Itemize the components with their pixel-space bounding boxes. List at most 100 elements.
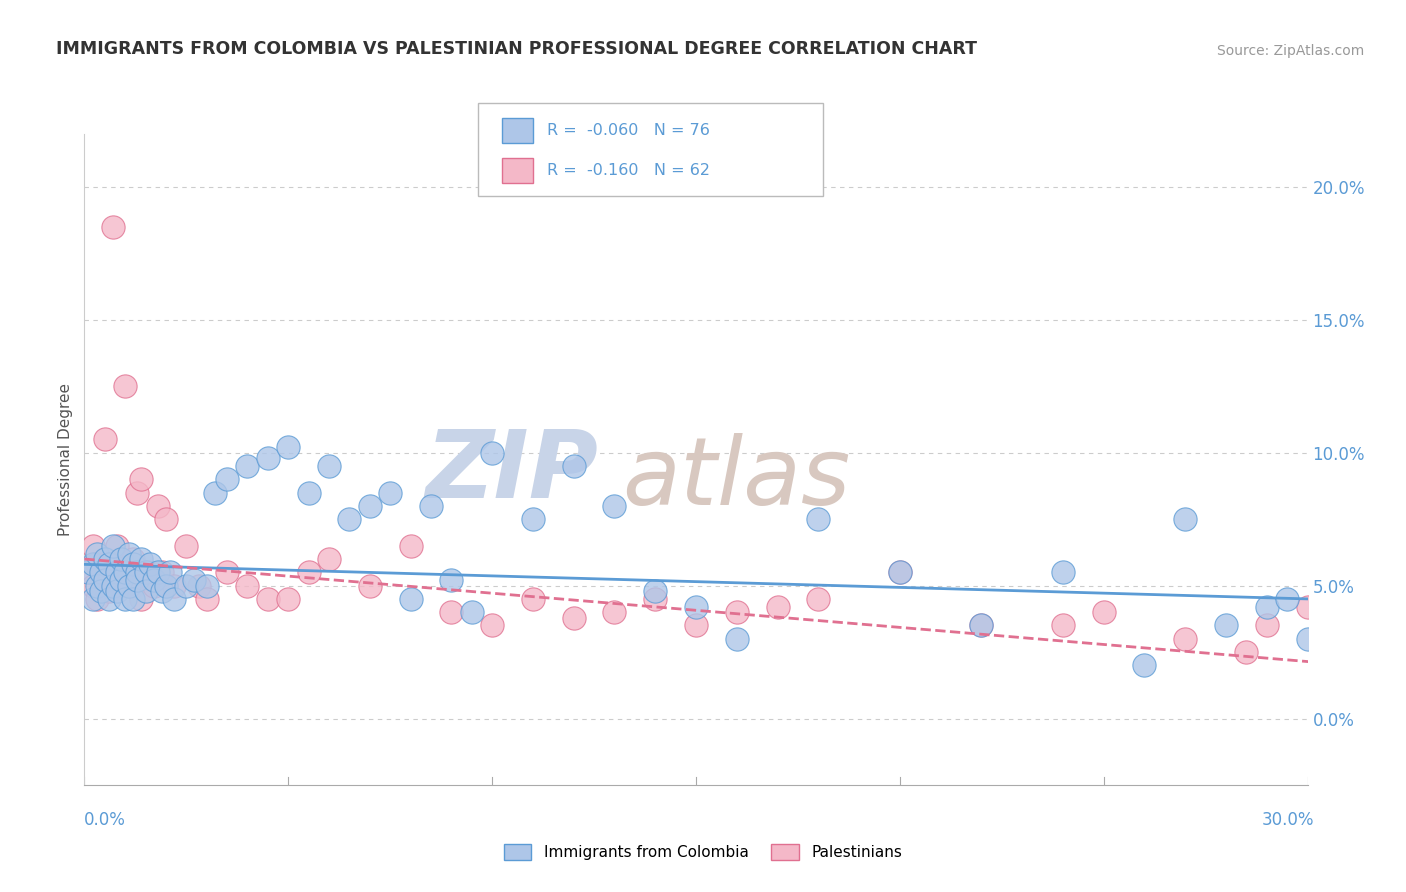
Point [807, 512, 830, 526]
Point [195, 591, 218, 606]
Point [1174, 632, 1197, 646]
Point [135, 583, 157, 598]
Point [114, 591, 136, 606]
Point [1378, 632, 1400, 646]
Point [105, 583, 128, 598]
Point [277, 441, 299, 455]
Point [110, 574, 132, 588]
Point [105, 539, 128, 553]
Point [127, 566, 149, 580]
Text: atlas: atlas [623, 434, 851, 524]
Point [725, 632, 748, 646]
Point [1358, 658, 1381, 673]
Point [217, 566, 239, 580]
Text: 30.0%: 30.0% [1263, 811, 1315, 829]
Point [97, 583, 120, 598]
Point [174, 579, 197, 593]
Point [163, 591, 186, 606]
Point [440, 574, 463, 588]
Point [122, 552, 145, 566]
Point [1256, 618, 1278, 632]
Point [142, 574, 165, 588]
Point [138, 558, 160, 572]
Point [603, 499, 626, 513]
Point [90, 566, 112, 580]
Point [86, 579, 108, 593]
Point [183, 574, 205, 588]
Point [970, 618, 993, 632]
Point [236, 579, 259, 593]
Legend: Immigrants from Colombia, Palestinians: Immigrants from Colombia, Palestinians [498, 838, 908, 866]
Text: Source: ZipAtlas.com: Source: ZipAtlas.com [1216, 44, 1364, 58]
Point [114, 379, 136, 393]
Point [150, 566, 173, 580]
Point [155, 579, 177, 593]
Point [1296, 599, 1319, 614]
Point [807, 591, 830, 606]
Point [127, 574, 149, 588]
Point [105, 566, 128, 580]
Point [163, 579, 186, 593]
Point [339, 512, 361, 526]
Point [135, 566, 157, 580]
Point [174, 539, 197, 553]
Point [122, 558, 145, 572]
Point [1052, 618, 1074, 632]
Point [114, 566, 136, 580]
Point [138, 566, 160, 580]
Point [127, 485, 149, 500]
Point [522, 591, 544, 606]
Point [644, 591, 666, 606]
Point [603, 605, 626, 619]
Point [86, 591, 108, 606]
Point [1092, 605, 1115, 619]
Point [1296, 632, 1319, 646]
Point [82, 579, 104, 593]
Point [481, 618, 503, 632]
Point [1133, 658, 1156, 673]
Point [159, 566, 181, 580]
Point [298, 485, 321, 500]
Point [86, 547, 108, 561]
Point [86, 558, 108, 572]
Point [725, 605, 748, 619]
Point [204, 485, 226, 500]
Point [118, 574, 141, 588]
Point [298, 566, 321, 580]
Point [318, 552, 340, 566]
Point [420, 499, 443, 513]
Point [562, 458, 585, 473]
Point [399, 539, 422, 553]
Point [82, 539, 104, 553]
Text: R =  -0.160   N = 62: R = -0.160 N = 62 [547, 163, 710, 178]
Point [155, 512, 177, 526]
Point [380, 485, 402, 500]
Point [105, 566, 128, 580]
Point [146, 499, 169, 513]
Point [146, 566, 169, 580]
Point [1378, 672, 1400, 686]
Point [97, 591, 120, 606]
Point [82, 591, 104, 606]
Point [110, 579, 132, 593]
Point [1337, 512, 1360, 526]
Point [142, 579, 165, 593]
Point [131, 552, 153, 566]
Point [1317, 605, 1340, 619]
Point [766, 599, 789, 614]
Point [93, 552, 117, 566]
Point [135, 566, 157, 580]
Point [82, 558, 104, 572]
Point [187, 579, 209, 593]
Point [101, 219, 124, 234]
Point [1256, 599, 1278, 614]
Point [1236, 645, 1258, 659]
Point [318, 458, 340, 473]
Point [217, 472, 239, 486]
Point [1215, 618, 1237, 632]
Point [131, 591, 153, 606]
Point [257, 451, 280, 466]
Point [77, 566, 100, 580]
Point [399, 591, 422, 606]
Point [114, 566, 136, 580]
